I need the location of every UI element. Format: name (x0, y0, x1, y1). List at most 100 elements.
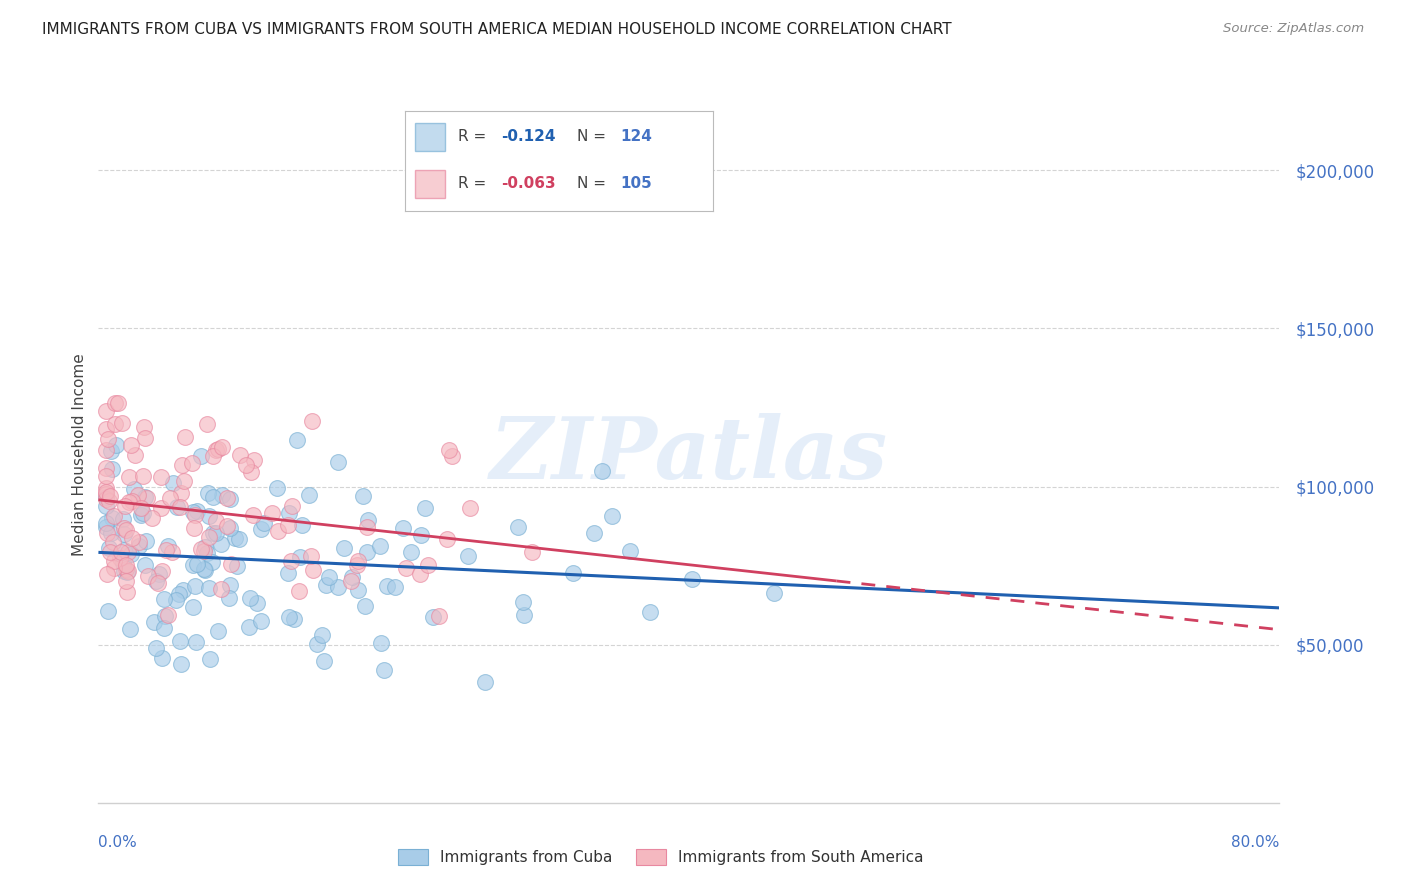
Point (184, 508, 207, 523)
Point (110, 544, 132, 558)
Point (127, 488, 149, 502)
Point (315, 578, 337, 592)
Point (135, 533, 157, 548)
Point (357, 513, 380, 527)
Point (117, 495, 139, 509)
Point (195, 417, 218, 432)
Point (217, 491, 239, 505)
Point (112, 542, 135, 557)
Point (153, 609, 176, 624)
Point (156, 539, 179, 553)
Point (352, 489, 374, 503)
Point (211, 488, 233, 502)
Point (225, 559, 247, 574)
Point (429, 608, 451, 623)
Point (186, 557, 208, 571)
Point (145, 574, 167, 589)
Point (201, 490, 224, 504)
Point (94, 481, 117, 495)
Point (184, 635, 207, 649)
Point (240, 465, 263, 479)
Point (115, 574, 138, 588)
Point (197, 509, 219, 524)
Point (370, 539, 392, 553)
Point (170, 657, 193, 672)
Point (198, 530, 221, 544)
Point (436, 532, 458, 546)
Point (201, 555, 224, 569)
Point (94, 469, 117, 483)
Point (340, 574, 363, 589)
Point (280, 554, 302, 568)
Point (253, 516, 276, 530)
Point (145, 640, 167, 655)
Point (512, 595, 534, 609)
Point (591, 464, 613, 478)
Point (173, 474, 195, 488)
Point (242, 508, 264, 522)
Point (277, 518, 299, 533)
Point (148, 567, 170, 582)
Text: 80.0%: 80.0% (1232, 836, 1279, 850)
Point (287, 434, 309, 448)
Point (146, 576, 169, 591)
Point (160, 545, 183, 559)
Point (326, 455, 349, 469)
Point (94, 443, 117, 458)
Point (183, 599, 205, 614)
Point (142, 615, 165, 630)
Point (638, 605, 661, 619)
Point (122, 482, 145, 496)
Point (194, 563, 217, 577)
Point (131, 469, 153, 483)
Point (409, 567, 432, 582)
Point (277, 566, 299, 581)
Point (619, 543, 641, 558)
Point (243, 453, 266, 467)
Point (278, 609, 301, 624)
Point (373, 663, 395, 677)
Point (114, 526, 136, 541)
Point (318, 570, 340, 584)
Y-axis label: Median Household Income: Median Household Income (72, 353, 87, 557)
Point (103, 553, 125, 567)
Point (120, 622, 142, 636)
Point (101, 535, 124, 549)
Point (111, 416, 134, 430)
Point (103, 509, 125, 524)
Point (207, 442, 229, 456)
Point (114, 499, 136, 513)
Point (193, 544, 215, 558)
Point (94, 516, 117, 530)
Point (162, 476, 184, 491)
Point (98, 489, 121, 503)
Point (169, 633, 191, 648)
Point (205, 443, 228, 458)
Point (506, 520, 529, 534)
Point (97, 541, 120, 555)
Point (155, 543, 177, 558)
Point (157, 607, 180, 622)
Point (153, 621, 176, 635)
Point (121, 531, 143, 545)
Point (183, 505, 205, 519)
Point (195, 546, 218, 560)
Point (94, 487, 117, 501)
Point (167, 586, 190, 600)
Point (277, 506, 299, 520)
Point (333, 541, 356, 555)
Point (356, 519, 378, 533)
Point (181, 456, 204, 470)
Point (98, 493, 121, 508)
Point (375, 579, 398, 593)
Point (298, 488, 321, 502)
Point (181, 558, 204, 572)
Point (100, 511, 122, 525)
Point (215, 519, 238, 533)
Point (520, 545, 543, 559)
Text: ZIPatlas: ZIPatlas (489, 413, 889, 497)
Point (395, 561, 418, 575)
Point (457, 549, 479, 564)
Point (299, 549, 322, 564)
Point (134, 490, 156, 504)
